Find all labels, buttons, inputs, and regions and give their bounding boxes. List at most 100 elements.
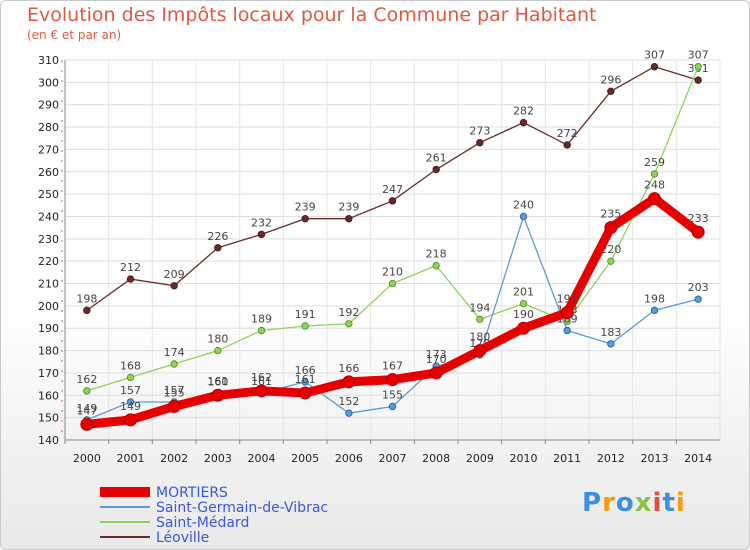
data-label: 180: [469, 331, 490, 344]
data-label: 191: [295, 308, 316, 321]
data-label: 259: [644, 156, 665, 169]
data-point: [214, 346, 222, 355]
data-label: 190: [513, 308, 534, 321]
data-point: [563, 141, 571, 149]
logo-letter: x: [634, 488, 653, 518]
y-tick-label: 250: [38, 188, 59, 201]
y-tick-label: 240: [38, 210, 59, 223]
x-tick-label: 2003: [204, 452, 232, 465]
chart-title: Evolution des Impôts locaux pour la Comm…: [27, 4, 597, 26]
data-label: 155: [164, 386, 185, 399]
data-label: 157: [120, 384, 141, 397]
data-point: [83, 387, 91, 395]
data-point: [345, 409, 353, 417]
data-point: [563, 326, 571, 335]
data-label: 261: [426, 152, 447, 165]
data-point: [301, 378, 309, 386]
x-tick-label: 2013: [641, 452, 669, 465]
data-point: [650, 170, 659, 178]
y-tick-label: 210: [38, 278, 59, 291]
legend-swatch: [100, 487, 150, 497]
y-tick-label: 260: [38, 166, 59, 179]
logo-letter: i: [652, 488, 663, 518]
data-label: 147: [76, 404, 97, 417]
x-tick-label: 2009: [466, 452, 494, 465]
data-point: [519, 299, 528, 308]
data-label: 168: [120, 359, 141, 372]
data-point: [560, 306, 574, 320]
data-label: 232: [251, 216, 272, 229]
data-label: 180: [207, 333, 228, 346]
data-label: 240: [513, 198, 534, 211]
data-point: [345, 215, 353, 223]
data-label: 166: [338, 362, 359, 375]
x-tick-label: 2000: [73, 452, 101, 465]
data-label: 149: [76, 402, 97, 415]
x-tick-label: 2007: [379, 452, 407, 465]
data-label: 197: [557, 293, 578, 306]
data-label: 161: [207, 375, 228, 388]
data-point: [167, 399, 181, 413]
data-point: [388, 197, 397, 205]
data-label: 194: [469, 301, 490, 314]
y-tick-label: 200: [38, 300, 59, 313]
x-tick-label: 2012: [597, 452, 625, 465]
data-label: 239: [338, 201, 359, 214]
data-point: [650, 63, 659, 71]
data-label: 183: [600, 326, 621, 339]
data-label: 273: [469, 125, 490, 138]
data-point: [476, 315, 484, 323]
data-point: [607, 87, 615, 95]
data-point: [607, 340, 615, 348]
data-point: [301, 215, 309, 223]
legend-swatch: [100, 536, 150, 538]
data-label: 218: [426, 248, 447, 261]
data-point: [214, 244, 222, 252]
y-tick-label: 300: [38, 76, 59, 89]
y-tick-label: 150: [38, 412, 59, 425]
data-point: [126, 373, 135, 382]
data-label: 209: [164, 268, 185, 281]
series-l-oville: 198 212 209 226 232 239 239 247 261 273 282 272 296 3…: [76, 49, 709, 315]
data-point: [476, 139, 484, 147]
logo-letter: o: [615, 488, 635, 518]
data-point: [517, 321, 530, 335]
data-label: 155: [382, 388, 403, 401]
data-label: 198: [76, 292, 97, 305]
legend-label: MORTIERS: [156, 485, 228, 501]
data-label: 161: [251, 375, 272, 388]
data-point: [604, 221, 618, 235]
chart-subtitle: (en € et par an): [27, 28, 122, 42]
data-label: 174: [164, 346, 185, 359]
data-point: [519, 118, 528, 127]
y-tick-label: 230: [38, 233, 59, 246]
y-tick-label: 140: [38, 434, 59, 447]
data-point: [126, 275, 135, 283]
data-label: 239: [295, 201, 316, 214]
data-point: [429, 366, 443, 380]
series-saint-germain-de-vibrac: 1491571571611611661521551731782401891831…: [76, 198, 709, 424]
y-tick-label: 190: [38, 322, 59, 335]
data-point: [519, 212, 528, 221]
data-label: 210: [382, 266, 403, 279]
logo-letter: i: [675, 488, 686, 518]
x-tick-label: 2011: [553, 452, 581, 465]
data-label: 272: [557, 127, 578, 140]
data-point: [255, 384, 268, 398]
y-tick-label: 270: [38, 143, 59, 156]
data-label: 149: [120, 400, 141, 413]
y-tick-label: 280: [38, 121, 59, 134]
y-tick-label: 220: [38, 255, 59, 268]
data-label: 203: [688, 281, 709, 294]
data-point: [473, 344, 487, 358]
data-point: [694, 63, 702, 71]
data-label: 192: [338, 306, 359, 319]
data-point: [388, 279, 397, 288]
data-label: 212: [120, 261, 141, 274]
x-tick-label: 2010: [510, 452, 538, 465]
data-point: [170, 360, 178, 368]
data-label: 167: [382, 360, 403, 373]
data-point: [257, 326, 266, 335]
data-point: [694, 76, 702, 84]
